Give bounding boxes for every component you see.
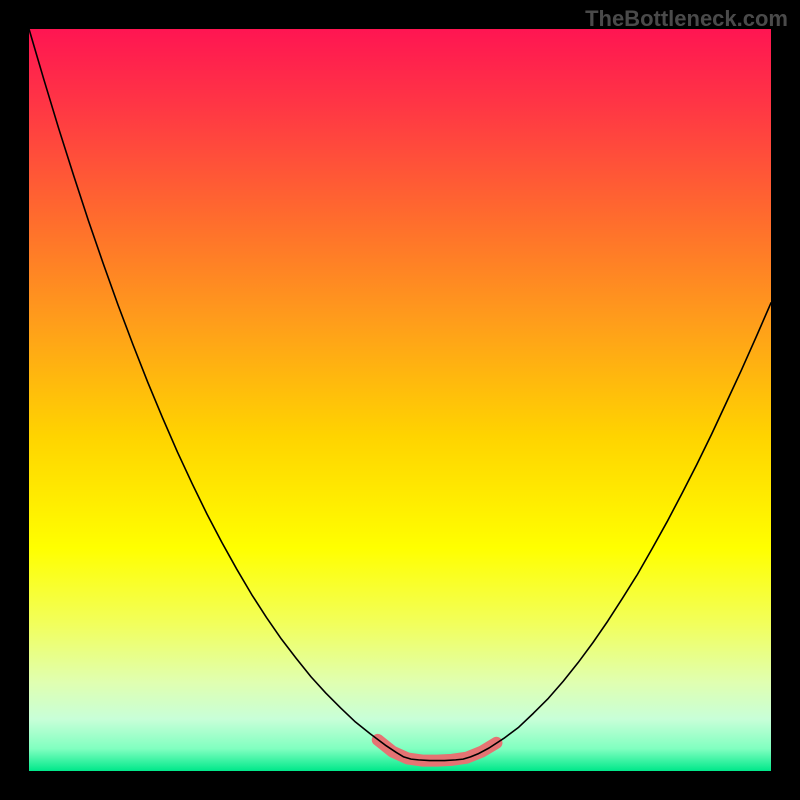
bottleneck-curve-path [29,29,771,761]
trough-highlight-path [378,740,497,761]
curve-layer [29,29,771,771]
watermark-text: TheBottleneck.com [585,6,788,32]
plot-area [29,29,771,771]
